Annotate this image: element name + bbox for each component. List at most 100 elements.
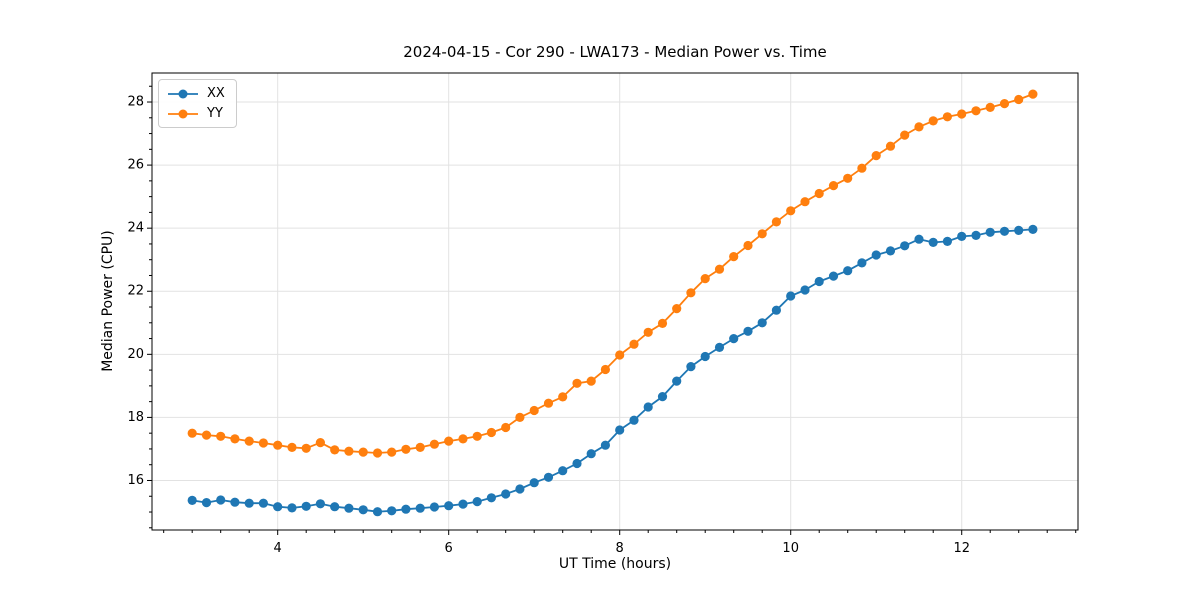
data-point	[700, 274, 710, 284]
data-point	[315, 438, 325, 448]
data-point	[686, 288, 696, 298]
data-point	[558, 392, 568, 402]
data-point	[757, 229, 767, 239]
data-point	[957, 231, 967, 241]
data-point	[444, 436, 454, 446]
series-line	[192, 228, 1033, 513]
x-tick-label: 6	[445, 541, 453, 556]
series-xx	[187, 224, 1038, 517]
data-point	[344, 446, 354, 456]
data-point	[999, 99, 1010, 109]
data-point	[501, 422, 511, 433]
data-point	[757, 318, 767, 328]
data-point	[258, 438, 268, 448]
data-point	[444, 501, 454, 511]
data-point	[814, 276, 824, 287]
axes-spines	[151, 72, 1079, 531]
series-line	[192, 93, 1034, 454]
series-yy	[187, 89, 1038, 458]
y-tick-label: 22	[127, 284, 144, 299]
data-point	[729, 334, 739, 344]
data-point	[871, 151, 881, 161]
data-point	[786, 291, 796, 301]
legend-item-yy: YY	[166, 105, 225, 122]
legend-label-yy: YY	[207, 106, 223, 121]
data-point	[273, 502, 283, 512]
data-point	[1014, 94, 1024, 105]
data-point	[216, 431, 226, 441]
data-point	[743, 240, 753, 251]
data-point	[857, 163, 867, 173]
data-point	[344, 503, 354, 513]
data-point	[472, 431, 482, 441]
data-point	[543, 472, 554, 482]
y-tick-label: 28	[127, 95, 144, 110]
data-point	[800, 197, 810, 207]
data-point	[914, 122, 924, 132]
data-point	[615, 350, 625, 360]
gridlines	[152, 73, 1078, 530]
data-point	[871, 250, 881, 260]
data-point	[529, 405, 539, 416]
data-point	[387, 506, 397, 516]
legend-swatch-xx-icon	[168, 89, 198, 98]
data-point	[387, 447, 397, 457]
data-point	[358, 447, 368, 457]
data-point	[672, 376, 682, 386]
data-point	[942, 112, 953, 122]
x-axis-label: UT Time (hours)	[558, 556, 672, 572]
data-point	[230, 434, 240, 444]
data-point	[301, 443, 311, 453]
legend-label-xx: XX	[207, 86, 225, 101]
data-point	[372, 507, 383, 517]
data-point	[330, 502, 340, 512]
data-point	[828, 271, 839, 281]
data-point	[600, 364, 611, 375]
data-point	[273, 440, 283, 450]
data-point	[615, 425, 625, 435]
data-point	[771, 217, 782, 227]
data-point	[358, 505, 368, 515]
data-point	[843, 266, 853, 276]
data-point	[914, 234, 924, 244]
data-point	[244, 436, 254, 446]
x-tick-label: 8	[616, 541, 624, 556]
data-point	[771, 305, 782, 315]
data-point	[572, 378, 582, 388]
data-point	[458, 434, 468, 444]
data-point	[885, 246, 896, 256]
data-point	[971, 230, 981, 240]
data-point	[216, 495, 226, 505]
data-point	[201, 498, 212, 508]
data-point	[301, 501, 311, 511]
data-point	[686, 362, 696, 372]
data-point	[629, 339, 639, 349]
data-point	[643, 327, 653, 337]
data-point	[515, 484, 525, 494]
data-point	[843, 173, 853, 183]
data-point	[472, 497, 482, 507]
ticks	[147, 85, 1077, 535]
tick-labels: 4 6 8 10 12 16 18 20 22 24 26 28	[127, 95, 970, 556]
data-point	[458, 499, 468, 509]
data-point	[515, 412, 525, 422]
data-point	[415, 503, 425, 513]
data-point	[287, 442, 297, 452]
data-point	[814, 188, 824, 199]
data-point	[372, 448, 383, 458]
x-tick-label: 10	[782, 541, 799, 556]
data-point	[928, 116, 938, 126]
data-point	[600, 440, 611, 450]
data-point	[287, 503, 297, 513]
data-point	[558, 466, 568, 476]
legend-swatch-yy-icon	[168, 109, 198, 118]
data-point	[330, 445, 340, 455]
data-point	[244, 498, 254, 508]
y-tick-label: 26	[127, 158, 144, 173]
data-point	[971, 106, 981, 116]
data-point	[900, 241, 910, 251]
data-point	[700, 351, 710, 362]
data-point	[672, 304, 682, 314]
data-point	[429, 439, 439, 449]
data-point	[486, 427, 496, 438]
